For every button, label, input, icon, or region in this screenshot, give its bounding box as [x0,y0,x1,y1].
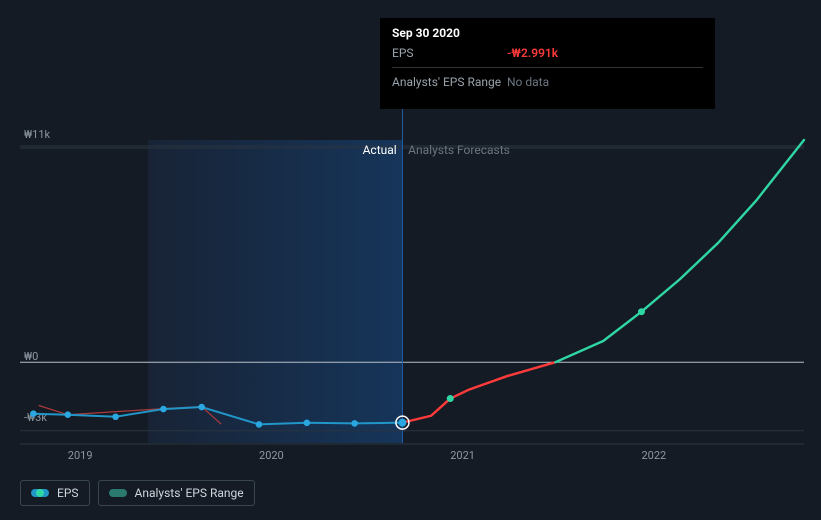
eps-chart: ₩11k₩0-₩3k2019202020212022ActualAnalysts… [0,0,821,520]
legend-label: EPS [57,486,79,500]
legend-dot-icon [36,489,44,497]
svg-text:2021: 2021 [450,449,475,462]
svg-text:2022: 2022 [641,449,666,462]
legend-range[interactable]: Analysts' EPS Range [98,480,255,506]
svg-text:₩0: ₩0 [24,350,38,363]
legend-eps[interactable]: EPS [20,480,90,506]
tooltip-row-label: EPS [392,44,507,62]
tooltip-date: Sep 30 2020 [392,26,703,40]
tooltip-row-value: No data [507,73,703,91]
tooltip-row-value: -₩2.991k [507,44,703,62]
chart-legend: EPS Analysts' EPS Range [20,480,255,506]
svg-text:₩11k: ₩11k [24,128,51,141]
svg-text:2020: 2020 [259,449,284,462]
chart-tooltip: Sep 30 2020 EPS-₩2.991kAnalysts' EPS Ran… [380,18,715,109]
svg-text:Analysts Forecasts: Analysts Forecasts [408,143,510,157]
legend-label: Analysts' EPS Range [135,486,244,500]
legend-dot-icon [114,489,122,497]
svg-text:2019: 2019 [68,449,93,462]
svg-text:Actual: Actual [363,143,397,157]
tooltip-row-label: Analysts' EPS Range [392,73,507,91]
legend-swatch-icon [31,489,49,497]
legend-swatch-icon [109,489,127,497]
